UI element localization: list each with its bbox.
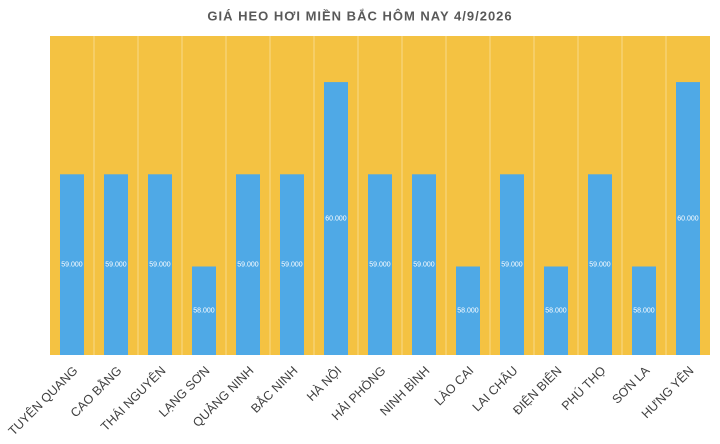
bar xyxy=(412,174,436,355)
value-label: 60.000 xyxy=(677,215,699,222)
bar xyxy=(544,266,568,355)
x-tick-label: SƠN LA xyxy=(609,363,652,406)
value-label: 58.000 xyxy=(633,308,655,315)
bar xyxy=(632,266,656,355)
bar xyxy=(324,82,348,355)
value-label: 59.000 xyxy=(369,261,391,268)
value-label: 59.000 xyxy=(589,261,611,268)
x-tick-label: BẮC NINH xyxy=(248,363,301,416)
value-label: 58.000 xyxy=(457,308,479,315)
bar xyxy=(500,174,524,355)
x-tick-label: PHÚ THỌ xyxy=(558,363,608,413)
bar xyxy=(236,174,260,355)
value-label: 59.000 xyxy=(501,261,523,268)
bar xyxy=(60,174,84,355)
bar xyxy=(588,174,612,355)
bar xyxy=(192,266,216,355)
bar xyxy=(148,174,172,355)
value-label: 60.000 xyxy=(325,215,347,222)
value-label: 59.000 xyxy=(281,261,303,268)
bar xyxy=(676,82,700,355)
bar xyxy=(280,174,304,355)
value-label: 58.000 xyxy=(193,308,215,315)
value-label: 58.000 xyxy=(545,308,567,315)
x-tick-label: LÀO CAI xyxy=(431,363,476,408)
chart-title: GIÁ HEO HƠI MIỀN BẮC HÔM NAY 4/9/2026 xyxy=(207,8,512,23)
value-label: 59.000 xyxy=(149,261,171,268)
bar xyxy=(104,174,128,355)
bar xyxy=(456,266,480,355)
bar xyxy=(368,174,392,355)
x-tick-label: TUYÊN QUANG xyxy=(5,363,80,438)
value-label: 59.000 xyxy=(105,261,127,268)
value-label: 59.000 xyxy=(413,261,435,268)
value-label: 59.000 xyxy=(61,261,83,268)
value-label: 59.000 xyxy=(237,261,259,268)
x-tick-label: HÀ NỘI xyxy=(303,363,344,404)
